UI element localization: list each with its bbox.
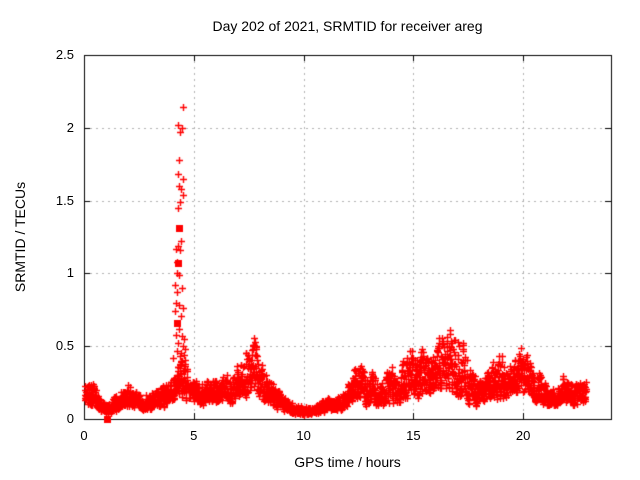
y-tick-label: 0.5	[55, 338, 74, 354]
x-tick-label: 20	[515, 428, 531, 443]
y-tick-label: 0	[66, 411, 74, 426]
y-tick-label: 1.5	[55, 192, 74, 208]
y-tick-label: 2.5	[55, 47, 74, 62]
x-tick-label: 10	[296, 428, 311, 443]
x-tick-label: 0	[80, 428, 88, 443]
chart-title: Day 202 of 2021, SRMTID for receiver are…	[212, 18, 483, 34]
x-axis-label: GPS time / hours	[294, 454, 401, 470]
x-tick-label: 15	[406, 428, 421, 443]
y-tick-label: 2	[66, 119, 74, 135]
x-tick-label: 5	[190, 428, 198, 443]
y-tick-label: 1	[66, 265, 74, 281]
